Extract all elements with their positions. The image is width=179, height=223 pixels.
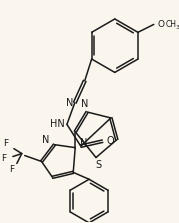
Text: F: F (9, 165, 14, 174)
Text: N: N (80, 138, 88, 148)
Text: CH: CH (166, 20, 177, 29)
Text: N: N (66, 98, 74, 107)
Text: F: F (1, 154, 6, 163)
Text: O: O (157, 20, 164, 29)
Text: N: N (42, 135, 49, 145)
Text: N: N (81, 99, 89, 109)
Text: 3: 3 (176, 25, 179, 30)
Text: O: O (107, 136, 114, 146)
Text: F: F (3, 139, 8, 148)
Text: HN: HN (50, 119, 64, 129)
Text: S: S (95, 160, 101, 170)
